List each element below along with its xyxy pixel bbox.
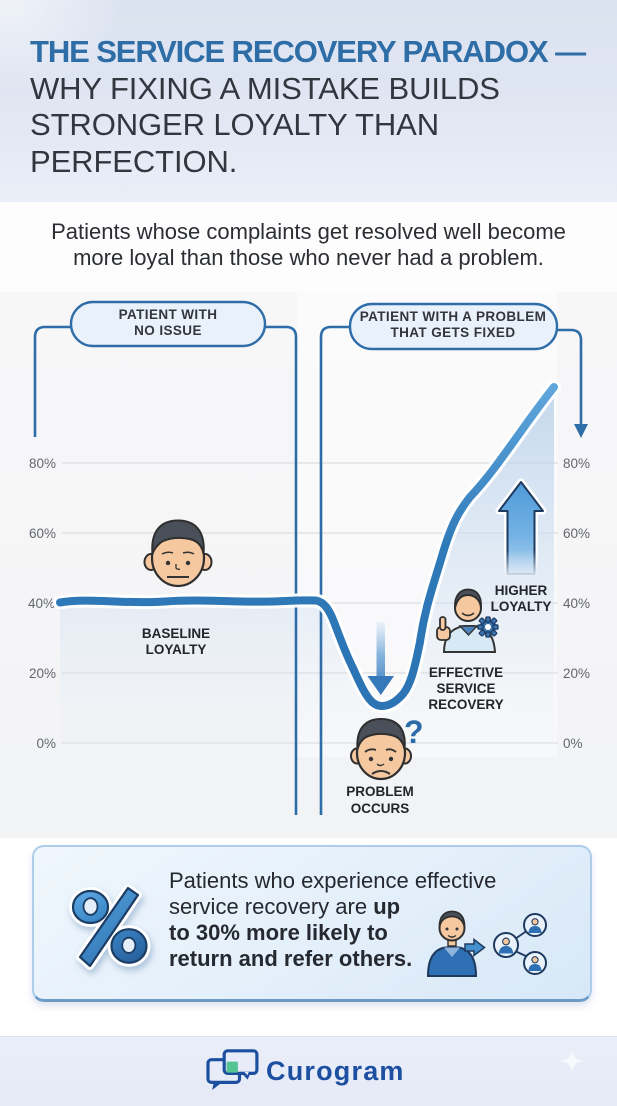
svg-text:?: ? — [404, 714, 424, 750]
svg-text:80%: 80% — [563, 456, 590, 471]
svg-text:20%: 20% — [563, 666, 590, 681]
svg-text:LOYALTY: LOYALTY — [146, 642, 207, 657]
svg-text:THAT GETS FIXED: THAT GETS FIXED — [390, 325, 515, 340]
svg-text:EFFECTIVE: EFFECTIVE — [429, 665, 503, 680]
svg-text:HIGHER: HIGHER — [495, 583, 548, 598]
svg-text:BASELINE: BASELINE — [142, 626, 210, 641]
svg-text:60%: 60% — [563, 526, 590, 541]
svg-text:OCCURS: OCCURS — [351, 801, 410, 816]
svg-text:PATIENT WITH A PROBLEM: PATIENT WITH A PROBLEM — [360, 309, 547, 324]
svg-text:40%: 40% — [28, 596, 55, 611]
svg-text:0%: 0% — [563, 736, 583, 751]
svg-text:NO ISSUE: NO ISSUE — [134, 323, 202, 338]
svg-text:PATIENT WITH: PATIENT WITH — [119, 307, 218, 322]
svg-text:40%: 40% — [563, 596, 590, 611]
svg-text:LOYALTY: LOYALTY — [491, 599, 552, 614]
svg-text:0%: 0% — [36, 736, 56, 751]
svg-text:RECOVERY: RECOVERY — [428, 697, 503, 712]
svg-text:80%: 80% — [29, 456, 56, 471]
svg-text:SERVICE: SERVICE — [436, 681, 495, 696]
svg-text:60%: 60% — [29, 526, 56, 541]
svg-text:PROBLEM: PROBLEM — [346, 784, 414, 799]
svg-text:20%: 20% — [29, 666, 56, 681]
